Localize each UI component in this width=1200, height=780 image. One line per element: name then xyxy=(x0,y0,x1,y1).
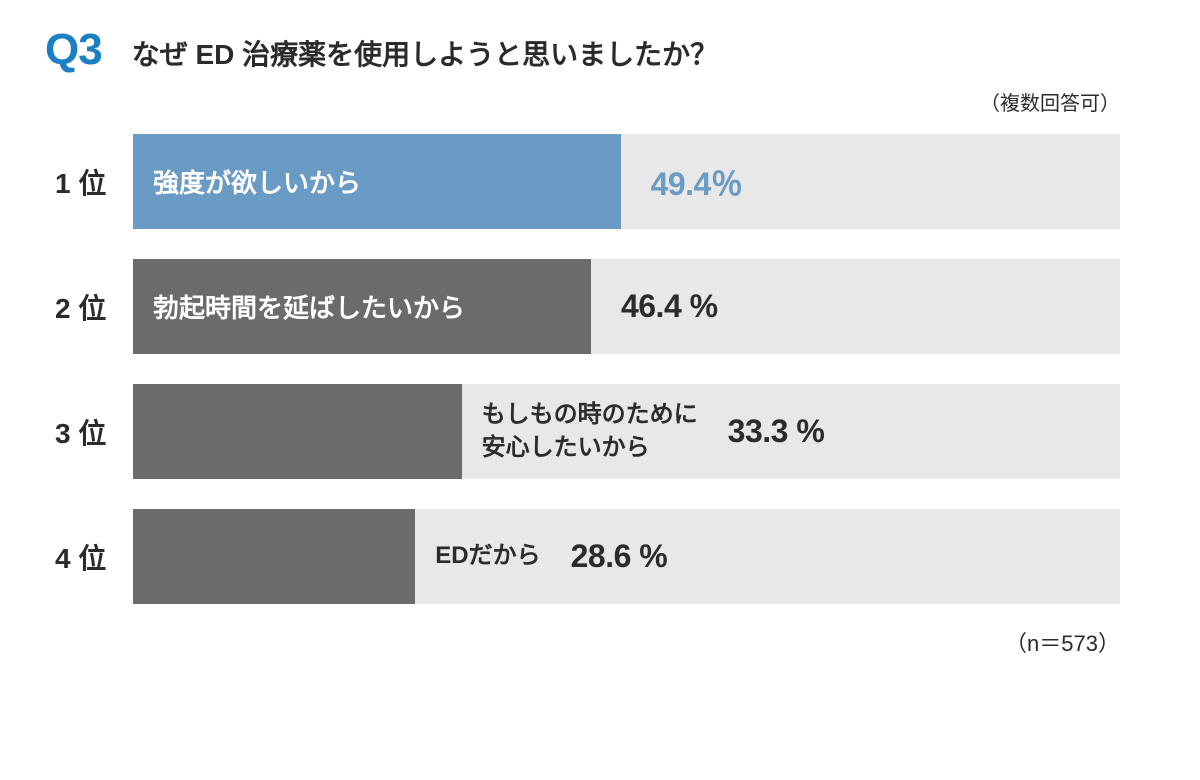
bar-fill: 勃起時間を延ばしたいから xyxy=(133,259,591,354)
chart-row: 3 位 もしもの時のために安心したいから 33.3 % xyxy=(55,384,1120,479)
bar-value: 49.4％ xyxy=(651,159,743,205)
sample-size-note: （n＝573） xyxy=(45,626,1155,658)
chart-row: 2 位勃起時間を延ばしたいから 46.4 % xyxy=(55,259,1120,354)
bar-track: もしもの時のために安心したいから 33.3 % xyxy=(133,384,1120,479)
rank-label: 2 位 xyxy=(55,287,133,327)
bar-value: 33.3 % xyxy=(728,413,825,450)
rank-label: 3 位 xyxy=(55,412,133,452)
header: Q3 なぜ ED 治療薬を使用しようと思いましたか？ xyxy=(45,25,1155,75)
chart-row: 1 位強度が欲しいから 49.4％ xyxy=(55,134,1120,229)
bar-value: 28.6 % xyxy=(571,538,668,575)
bar-track: EDだから 28.6 % xyxy=(133,509,1120,604)
bar-track: 強度が欲しいから 49.4％ xyxy=(133,134,1120,229)
bar-label: EDだから xyxy=(435,540,540,572)
question-text: なぜ ED 治療薬を使用しようと思いましたか？ xyxy=(132,33,718,73)
rank-label: 1 位 xyxy=(55,162,133,202)
bar-chart: 1 位強度が欲しいから 49.4％ 2 位勃起時間を延ばしたいから 46.4 % 3 位… xyxy=(45,134,1155,604)
bar-fill xyxy=(133,384,462,479)
bar-label: 勃起時間を延ばしたいから xyxy=(153,288,465,325)
bar-label: もしもの時のために安心したいから xyxy=(482,399,698,464)
bar-label: 強度が欲しいから xyxy=(153,163,361,200)
bar-fill: 強度が欲しいから xyxy=(133,134,621,229)
note-multiple-answers: （複数回答可） xyxy=(45,87,1155,116)
bar-track: 勃起時間を延ばしたいから 46.4 % xyxy=(133,259,1120,354)
bar-value: 46.4 % xyxy=(621,288,718,325)
rank-label: 4 位 xyxy=(55,537,133,577)
question-number: Q3 xyxy=(45,25,102,75)
bar-fill xyxy=(133,509,415,604)
chart-row: 4 位 EDだから 28.6 % xyxy=(55,509,1120,604)
